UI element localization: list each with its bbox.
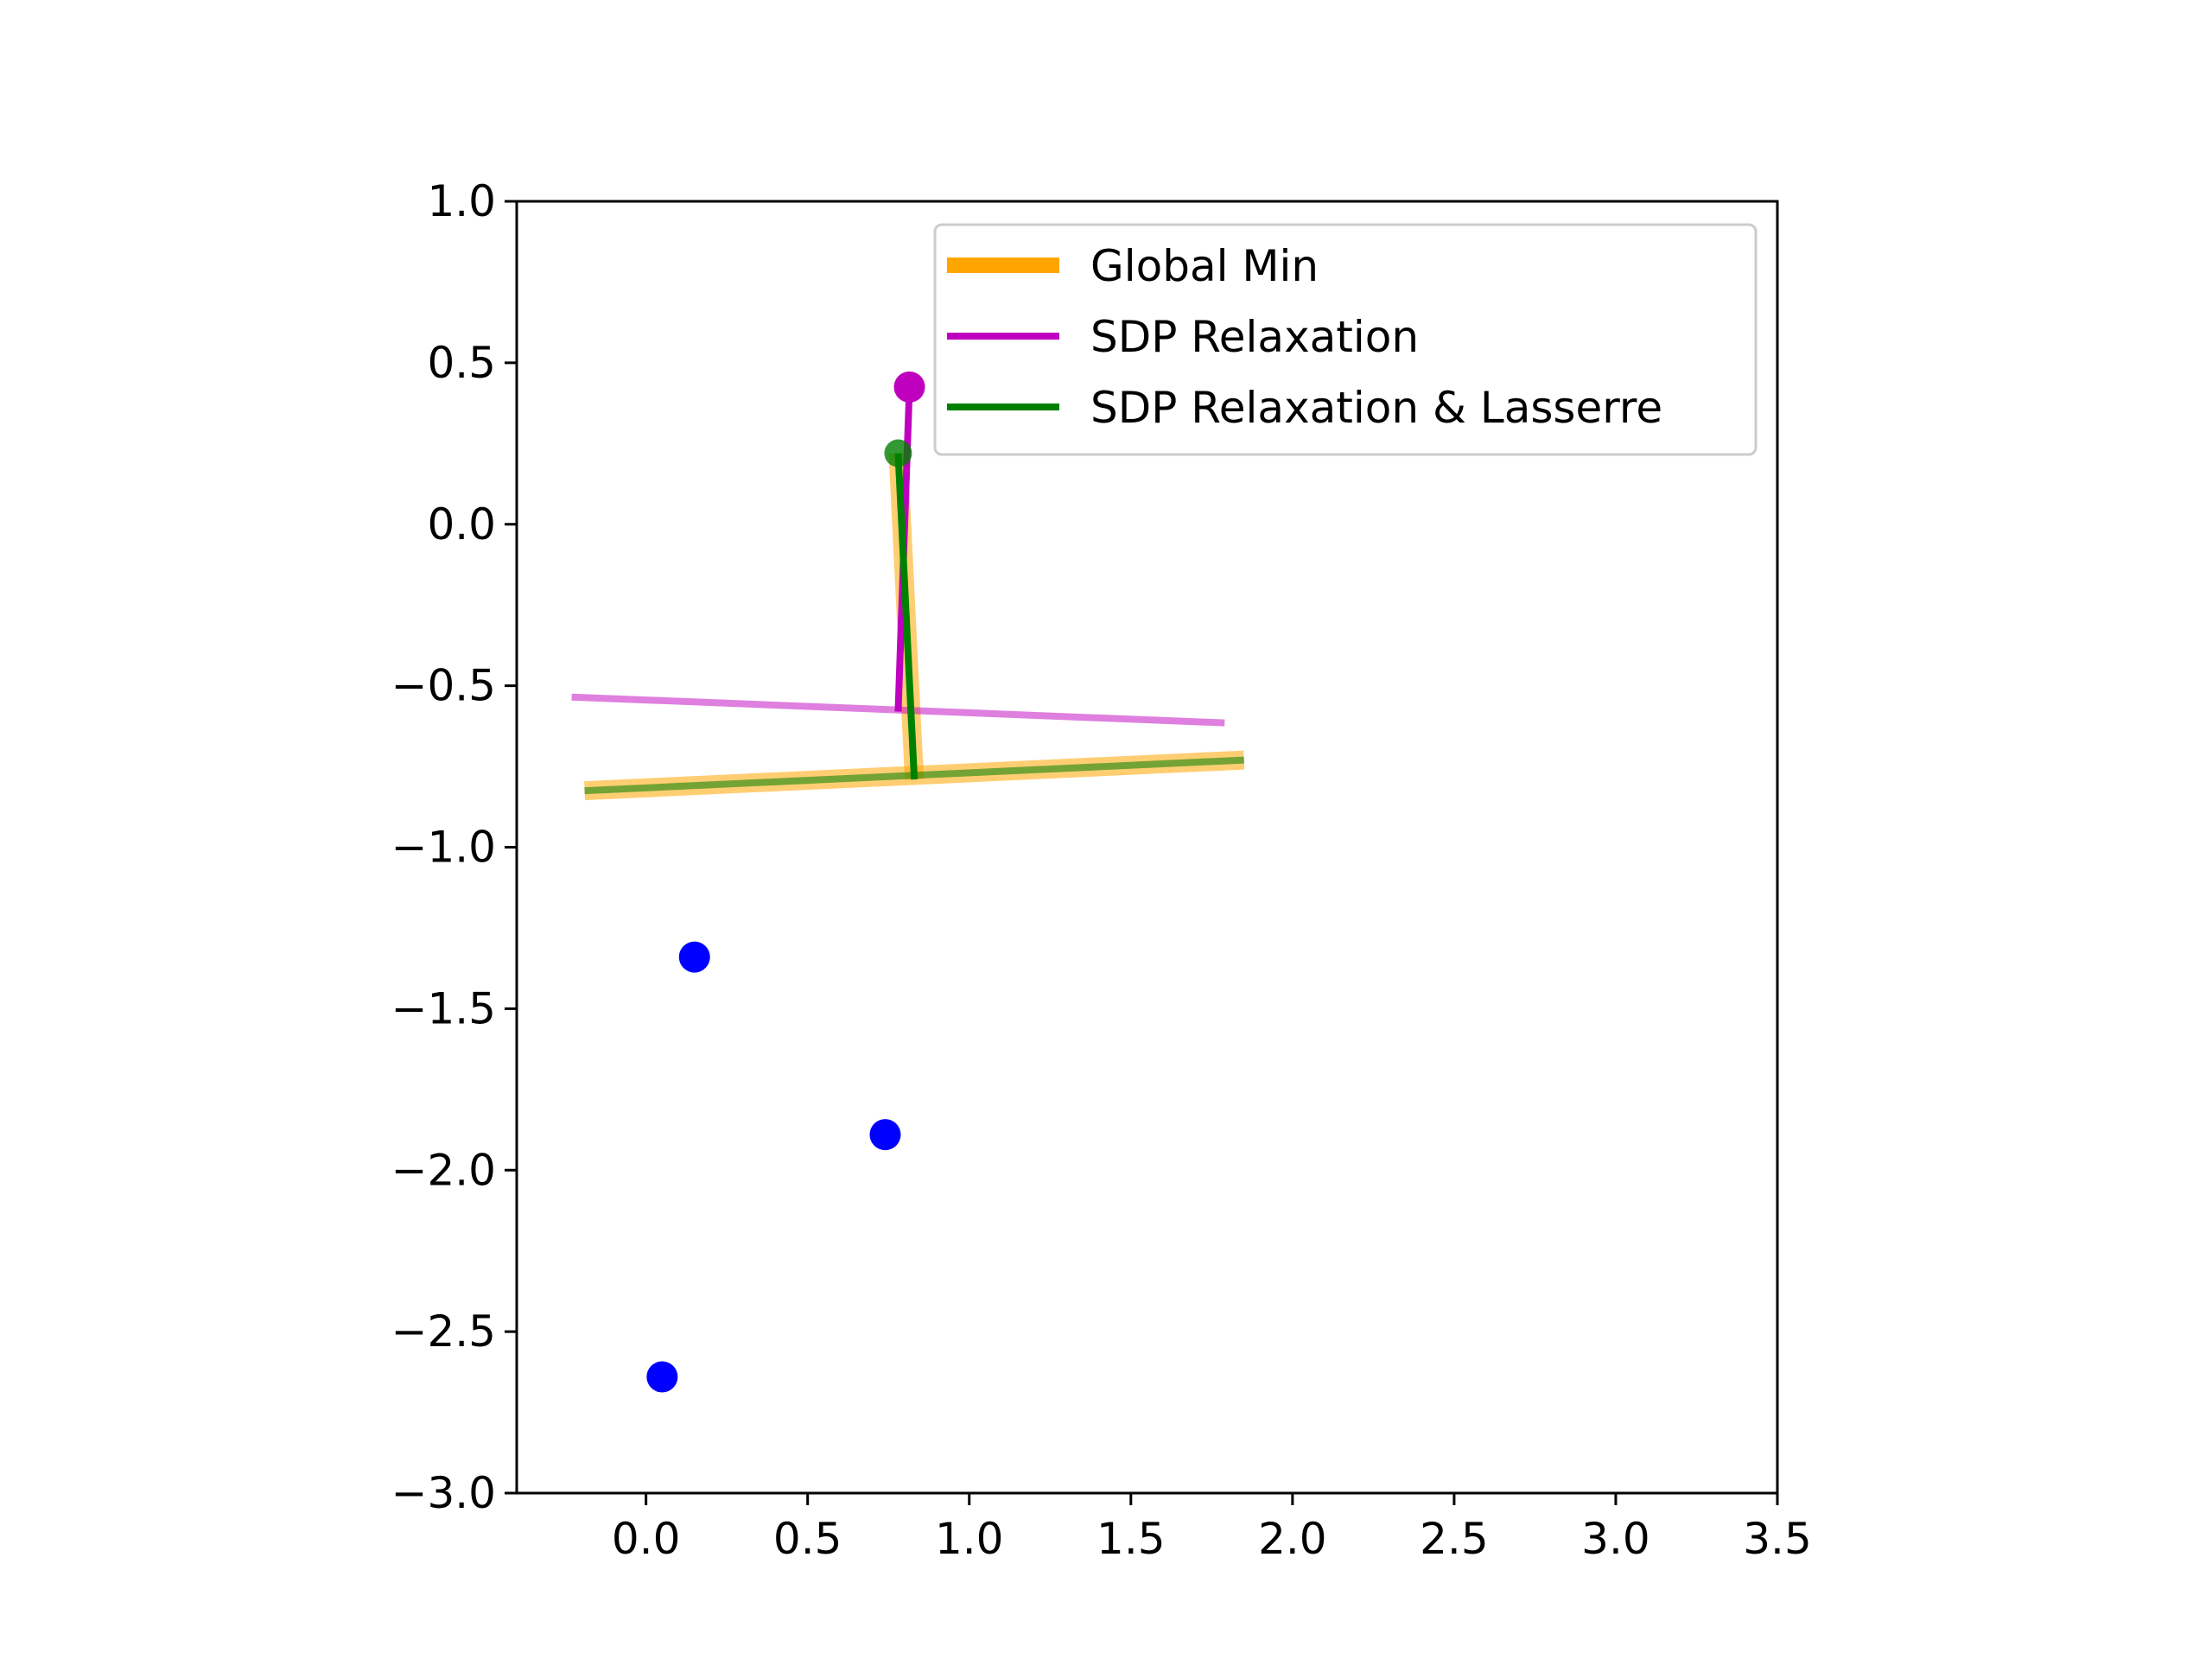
x-tick-label: 1.0	[935, 1514, 1004, 1564]
legend-label: SDP Relaxation & Lasserre	[1090, 383, 1662, 433]
plot-marks	[571, 371, 1245, 1393]
lasserre-marker	[884, 439, 912, 467]
y-tick-label: −1.5	[391, 983, 496, 1033]
x-tick-label: 0.0	[612, 1514, 681, 1564]
legend-box	[933, 223, 1758, 456]
x-tick-label: 3.0	[1581, 1514, 1650, 1564]
x-tick-label: 2.0	[1258, 1514, 1327, 1564]
sdp-relaxation-marker	[893, 371, 925, 403]
y-tick-label: 1.0	[427, 176, 496, 226]
y-tick-label: −3.0	[391, 1468, 496, 1518]
landmark-point-1	[869, 1119, 901, 1151]
y-tick-label: 0.0	[427, 499, 496, 550]
y-tick-label: −0.5	[391, 661, 496, 711]
x-tick-label: 1.5	[1096, 1514, 1166, 1564]
y-tick-label: −2.0	[391, 1145, 496, 1195]
lasserre-segment-1	[894, 453, 918, 780]
axis-ticks: 0.0 0.5 1.0 1.5 2.0 2.5 3.0 3.5 1.0 0.5 0.0 −0.5 −1.…	[391, 176, 1812, 1564]
y-tick-label: −2.5	[391, 1306, 496, 1357]
landmark-point-2	[646, 1361, 678, 1393]
y-tick-label: 0.5	[427, 338, 496, 388]
legend: Global Min SDP Relaxation SDP Relaxation &…	[933, 223, 1758, 456]
x-tick-label: 2.5	[1420, 1514, 1489, 1564]
x-tick-label: 0.5	[773, 1514, 842, 1564]
legend-label: Global Min	[1090, 241, 1319, 291]
y-tick-label: −1.0	[391, 823, 496, 873]
x-tick-label: 3.5	[1743, 1514, 1812, 1564]
legend-label: SDP Relaxation	[1090, 312, 1419, 362]
landmark-point-0	[678, 941, 710, 973]
